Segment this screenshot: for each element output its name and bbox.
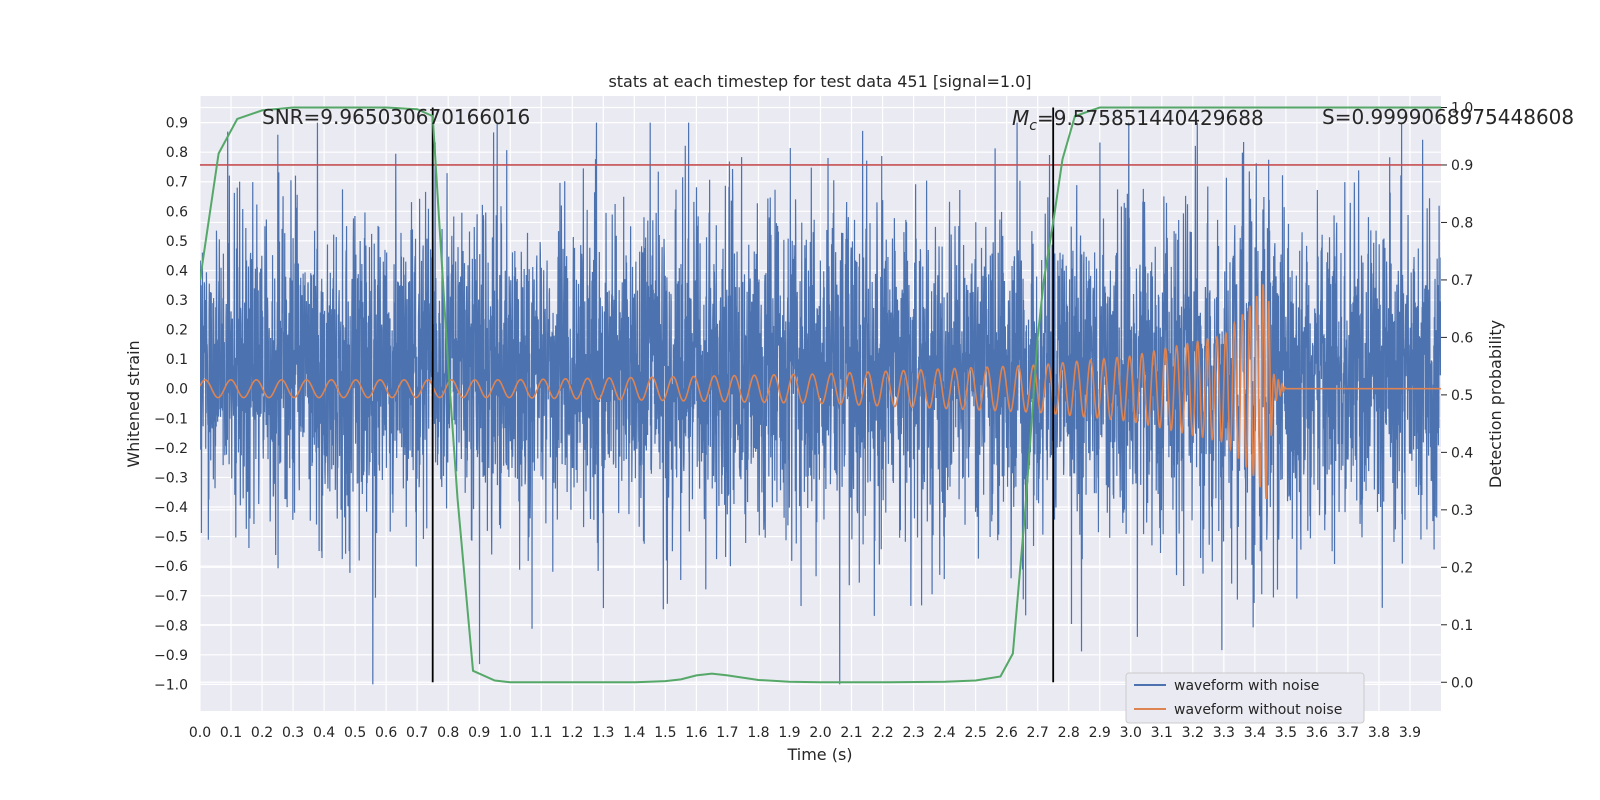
y-tick-label: 0.1 — [166, 352, 188, 368]
y-axis-label-right: Detection probability — [1486, 320, 1505, 488]
x-tick-label: 3.3 — [1213, 725, 1235, 741]
x-tick-label: 1.3 — [592, 725, 614, 741]
x-tick-label: 2.5 — [964, 725, 986, 741]
x-tick-label: 3.8 — [1368, 725, 1390, 741]
chirp-mass-annotation: Mc=9.575851440429688 — [1012, 106, 1264, 134]
x-tick-label: 3.9 — [1399, 725, 1421, 741]
y-tick-label: 0.6 — [166, 204, 188, 220]
y-tick-label: −0.1 — [154, 411, 188, 427]
x-tick-label: 1.0 — [499, 725, 521, 741]
x-tick-label: 0.4 — [313, 725, 335, 741]
y-tick-label: −0.4 — [154, 500, 188, 516]
x-tick-label: 3.5 — [1275, 725, 1297, 741]
x-tick-label: 3.0 — [1120, 725, 1142, 741]
y-tick-label: −0.7 — [154, 589, 188, 605]
x-tick-label: 0.2 — [251, 725, 273, 741]
legend[interactable]: waveform with noise waveform without noi… — [1125, 672, 1365, 724]
y-right-tick-label: 1.0 — [1451, 100, 1473, 116]
y-tick-label: −0.2 — [154, 441, 188, 457]
legend-label-clean: waveform without noise — [1174, 702, 1342, 718]
x-tick-label: 2.0 — [809, 725, 831, 741]
y-tick-label: 0.8 — [166, 145, 188, 161]
x-tick-label: 0.3 — [282, 725, 304, 741]
x-tick-label: 0.1 — [220, 725, 242, 741]
x-axis-label: Time (s) — [786, 745, 852, 764]
x-tick-label: 0.7 — [406, 725, 428, 741]
chart-title: stats at each timestep for test data 451… — [608, 72, 1031, 91]
legend-box — [1125, 672, 1365, 724]
y-tick-label: −0.6 — [154, 559, 188, 575]
y-tick-label: −1.0 — [154, 677, 188, 693]
x-tick-label: 3.6 — [1306, 725, 1328, 741]
x-tick-label: 1.9 — [778, 725, 800, 741]
y-tick-label: 0.7 — [166, 175, 188, 191]
y-right-tick-label: 0.6 — [1451, 330, 1473, 346]
legend-label-noise: waveform with noise — [1174, 678, 1319, 694]
x-tick-label: 1.7 — [716, 725, 738, 741]
y-tick-label: −0.9 — [154, 648, 188, 664]
chirp-mass-subscript: c — [1029, 118, 1037, 134]
series-layer — [200, 106, 1441, 685]
x-tick-label: 1.1 — [530, 725, 552, 741]
snr-annotation: SNR=9.965030670166016 — [262, 105, 530, 129]
x-tick-label: 2.8 — [1058, 725, 1080, 741]
y-tick-label: 0.3 — [166, 293, 188, 309]
y-right-tick-label: 0.9 — [1451, 158, 1473, 174]
x-tick-label: 2.9 — [1089, 725, 1111, 741]
x-tick-label: 2.4 — [933, 725, 955, 741]
y-right-tick-label: 0.1 — [1451, 618, 1473, 634]
x-tick-label: 2.7 — [1027, 725, 1049, 741]
y-axis-right: 1.0 0.9 0.8 0.7 0.6 0.5 0.4 0.3 0.2 0.1 0.0 — [1441, 100, 1473, 691]
x-tick-label: 0.6 — [375, 725, 397, 741]
y-tick-label: 0.9 — [166, 116, 188, 132]
x-tick-label: 0.5 — [344, 725, 366, 741]
x-axis: 0.0 0.1 0.2 0.3 0.4 0.5 0.6 0.7 0.8 0.9 1.0 1.1 1.2 1… — [189, 725, 1421, 741]
x-tick-label: 2.2 — [871, 725, 893, 741]
y-right-tick-label: 0.8 — [1451, 215, 1473, 231]
x-tick-label: 1.5 — [654, 725, 676, 741]
x-tick-label: 1.2 — [561, 725, 583, 741]
x-tick-label: 2.6 — [996, 725, 1018, 741]
y-tick-label: −0.5 — [154, 530, 188, 546]
x-tick-label: 3.2 — [1182, 725, 1204, 741]
y-right-tick-label: 0.4 — [1451, 445, 1473, 461]
y-tick-label: −0.8 — [154, 618, 188, 634]
y-right-tick-label: 0.5 — [1451, 388, 1473, 404]
y-tick-label: 0.2 — [166, 323, 188, 339]
x-tick-label: 0.8 — [437, 725, 459, 741]
y-tick-label: 0.4 — [166, 263, 188, 279]
y-axis-left: 0.9 0.8 0.7 0.6 0.5 0.4 0.3 0.2 0.1 0.0 −0.1 −0.2 −0… — [154, 116, 188, 694]
x-tick-label: 1.4 — [623, 725, 645, 741]
y-right-tick-label: 0.3 — [1451, 503, 1473, 519]
x-tick-label: 2.3 — [902, 725, 924, 741]
y-right-tick-label: 0.2 — [1451, 560, 1473, 576]
s-annotation: S=0.9999068975448608 — [1322, 105, 1574, 129]
x-tick-label: 3.4 — [1244, 725, 1266, 741]
y-axis-label-left: Whitened strain — [124, 340, 143, 467]
plot-content — [200, 106, 1441, 685]
clean-waveform-line — [200, 284, 1441, 499]
y-tick-label: −0.3 — [154, 470, 188, 486]
x-tick-label: 0.9 — [468, 725, 490, 741]
y-tick-label: 0.0 — [166, 382, 188, 398]
detection-probability-line — [200, 106, 1441, 684]
x-tick-label: 1.8 — [747, 725, 769, 741]
y-right-tick-label: 0.0 — [1451, 675, 1473, 691]
x-tick-label: 2.1 — [840, 725, 862, 741]
y-tick-label: 0.5 — [166, 234, 188, 250]
chirp-mass-value: =9.575851440429688 — [1037, 106, 1264, 130]
x-tick-label: 3.7 — [1337, 725, 1359, 741]
x-tick-label: 0.0 — [189, 725, 211, 741]
x-tick-label: 3.1 — [1151, 725, 1173, 741]
y-right-tick-label: 0.7 — [1451, 273, 1473, 289]
chirp-mass-symbol: M — [1012, 106, 1029, 130]
x-tick-label: 1.6 — [685, 725, 707, 741]
